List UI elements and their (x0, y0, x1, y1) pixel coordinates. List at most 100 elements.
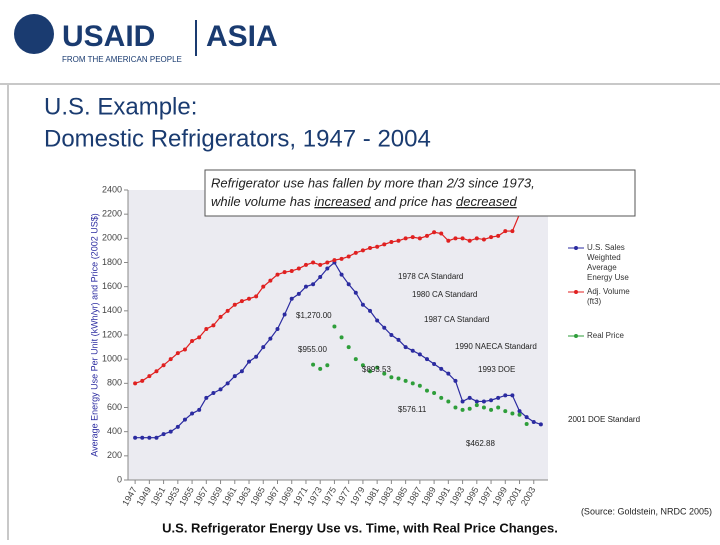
point (403, 236, 408, 241)
point (261, 284, 266, 289)
y-tick-label: 800 (107, 378, 122, 388)
annotation: $955.00 (298, 345, 327, 354)
legend-marker (574, 334, 578, 338)
callout: while volume has increased and price has… (211, 194, 517, 209)
y-tick-label: 400 (107, 426, 122, 436)
point (496, 405, 501, 410)
point (211, 323, 216, 328)
point (432, 391, 437, 395)
y-tick-label: 2400 (102, 184, 122, 194)
annotation: $462.88 (466, 439, 495, 448)
point (510, 229, 515, 234)
point (346, 254, 351, 259)
point (481, 399, 486, 404)
y-tick-label: 200 (107, 450, 122, 460)
point (382, 371, 387, 376)
point (346, 282, 351, 287)
point (296, 291, 301, 296)
y-tick-label: 1800 (102, 257, 122, 267)
callout-part: while volume has (211, 194, 314, 209)
point (339, 272, 344, 277)
point (524, 422, 529, 427)
point (275, 326, 280, 331)
annotation: 1980 CA Standard (412, 290, 477, 299)
point (175, 351, 180, 356)
point (396, 337, 401, 342)
point (439, 395, 444, 400)
point (190, 339, 195, 344)
point (318, 366, 323, 371)
point (225, 308, 230, 313)
y-tick-label: 1000 (102, 354, 122, 364)
point (389, 375, 394, 380)
point (232, 374, 237, 379)
point (439, 366, 444, 371)
callout-emph: decreased (456, 194, 517, 209)
point (147, 374, 152, 379)
point (481, 237, 486, 242)
point (489, 407, 494, 412)
point (503, 393, 508, 398)
point (254, 354, 259, 359)
point (353, 357, 358, 362)
x-tick-label: 2003 (519, 485, 538, 507)
point (154, 435, 159, 440)
point (382, 242, 387, 247)
point (403, 378, 408, 383)
point (389, 333, 394, 337)
caption: U.S. Refrigerator Energy Use vs. Time, w… (162, 520, 558, 535)
point (360, 248, 365, 253)
point (375, 244, 380, 249)
point (182, 347, 187, 352)
point (417, 383, 422, 388)
point (218, 314, 223, 319)
point (168, 357, 173, 362)
point (410, 235, 415, 240)
point (182, 417, 187, 422)
point (496, 395, 501, 400)
point (325, 260, 330, 265)
point (133, 435, 138, 440)
point (239, 299, 244, 304)
point (410, 348, 415, 353)
y-tick-label: 2200 (102, 209, 122, 219)
point (353, 290, 358, 295)
logo-seal (14, 14, 54, 54)
point (375, 365, 380, 370)
point (225, 381, 230, 386)
annotation: $576.11 (398, 405, 427, 414)
logo-region: ASIA (206, 20, 278, 53)
annotation: 1978 CA Standard (398, 272, 463, 281)
point (339, 335, 344, 340)
point (161, 363, 166, 368)
point (154, 369, 159, 374)
point (517, 412, 522, 417)
point (474, 403, 479, 408)
point (268, 336, 273, 341)
point (460, 236, 465, 241)
plot-area (128, 190, 548, 480)
point (517, 409, 522, 414)
point (389, 239, 394, 244)
point (339, 256, 344, 261)
point (417, 352, 422, 357)
point (261, 345, 266, 350)
series-line (135, 261, 542, 439)
point (239, 369, 244, 374)
y-tick-label: 1200 (102, 329, 122, 339)
point (247, 359, 252, 364)
point (168, 429, 173, 434)
point (360, 363, 365, 368)
point (467, 238, 472, 243)
point (197, 407, 202, 412)
point (318, 262, 323, 267)
point (453, 405, 458, 410)
point (368, 308, 373, 313)
legend-marker (574, 246, 578, 250)
source: (Source: Goldstein, NRDC 2005) (581, 506, 712, 516)
point (460, 407, 465, 412)
point (311, 362, 316, 367)
point (375, 318, 380, 323)
